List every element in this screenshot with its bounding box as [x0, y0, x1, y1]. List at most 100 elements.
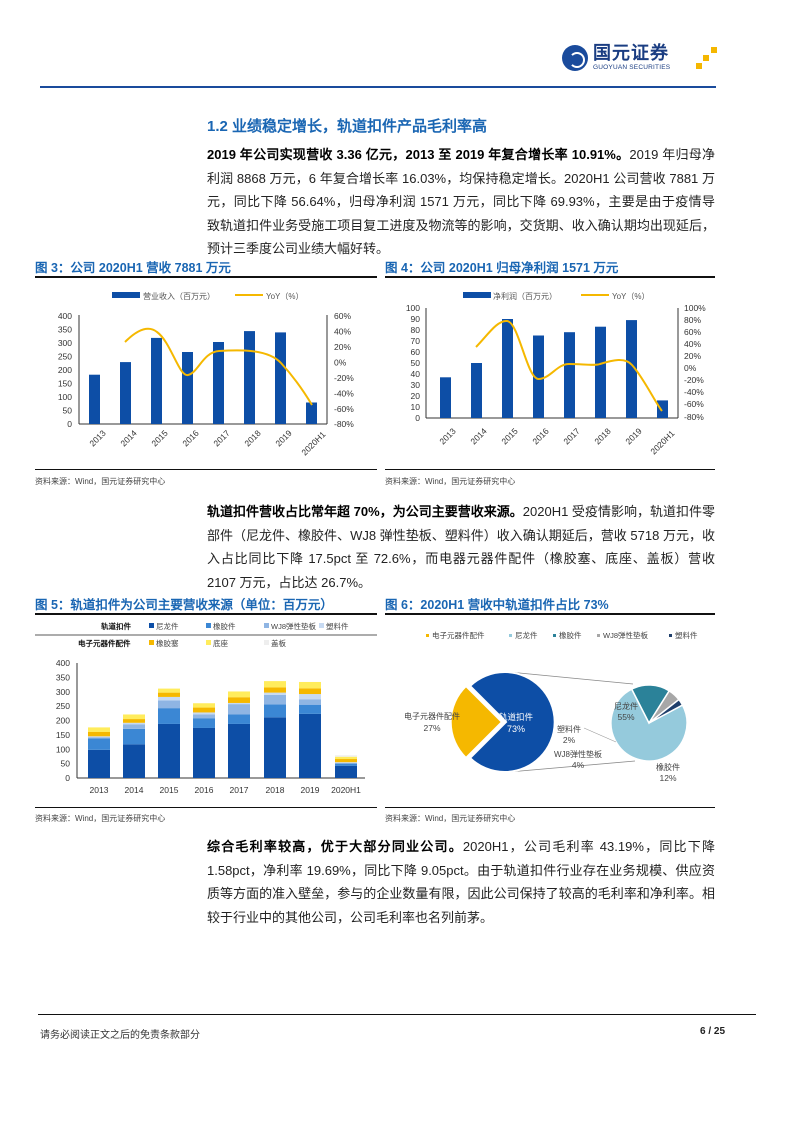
svg-text:尼龙件: 尼龙件: [156, 621, 179, 631]
logo-mark-icon: [562, 44, 588, 71]
svg-text:2015: 2015: [499, 426, 520, 447]
svg-text:12%: 12%: [659, 773, 676, 783]
logo-square-icon: [696, 63, 702, 69]
svg-text:净利润（百万元）: 净利润（百万元）: [493, 291, 557, 301]
svg-text:0%: 0%: [684, 363, 697, 373]
svg-text:2017: 2017: [230, 785, 249, 795]
svg-text:2019: 2019: [301, 785, 320, 795]
svg-text:60%: 60%: [684, 327, 701, 337]
svg-text:2015: 2015: [160, 785, 179, 795]
svg-text:底座: 底座: [213, 638, 228, 648]
svg-text:2017: 2017: [561, 426, 582, 447]
svg-text:400: 400: [58, 311, 72, 321]
svg-text:100: 100: [58, 392, 72, 402]
svg-text:2020H1: 2020H1: [299, 429, 327, 457]
stacked-bars: [88, 681, 357, 778]
logo-square-icon: [711, 47, 717, 53]
svg-text:150: 150: [58, 379, 72, 389]
svg-text:150: 150: [56, 730, 70, 740]
svg-text:2013: 2013: [90, 785, 109, 795]
svg-text:塑料件: 塑料件: [675, 630, 698, 640]
paragraph-margin: 综合毛利率较高，优于大部分同业公司。2020H1，公司毛利率 43.19%，同比…: [207, 835, 715, 929]
paragraph-body: 2020H1，公司毛利率 43.19%，同比下降 1.58pct，净利率 19.…: [207, 839, 715, 925]
svg-text:50: 50: [61, 759, 71, 769]
svg-text:YoY（%）: YoY（%）: [266, 292, 304, 301]
svg-text:350: 350: [56, 672, 70, 682]
svg-text:2020H1: 2020H1: [331, 785, 361, 795]
figure-divider: [35, 276, 377, 278]
svg-text:-40%: -40%: [334, 389, 354, 399]
svg-text:电子元器件配件: 电子元器件配件: [432, 630, 485, 640]
svg-text:40: 40: [411, 369, 421, 379]
svg-text:60: 60: [411, 347, 421, 357]
figure-6-pie-chart: 电子元器件配件 尼龙件 橡胶件 WJ8弹性垫板 塑料件 轨道扣件 73% 电子元…: [404, 630, 698, 783]
svg-text:60%: 60%: [334, 311, 351, 321]
figure-divider: [385, 807, 715, 808]
logo-square-icon: [703, 55, 709, 61]
svg-text:0: 0: [65, 773, 70, 783]
svg-text:-80%: -80%: [684, 412, 704, 422]
svg-text:2015: 2015: [149, 428, 170, 449]
svg-text:80: 80: [411, 325, 421, 335]
brand-name-en: GUOYUAN SECURITIES: [593, 64, 671, 71]
svg-text:0: 0: [67, 419, 72, 429]
paragraph-revenue-mix: 轨道扣件营收占比常年超 70%，为公司主要营收来源。2020H1 受疫情影响，轨…: [207, 500, 715, 594]
svg-text:-20%: -20%: [334, 373, 354, 383]
paragraph-lead: 2019 年公司实现营收 3.36 亿元，2013 至 2019 年复合增长率 …: [207, 147, 630, 162]
svg-text:10: 10: [411, 402, 421, 412]
svg-text:尼龙件: 尼龙件: [515, 630, 538, 640]
svg-text:100: 100: [56, 744, 70, 754]
svg-text:40%: 40%: [334, 327, 351, 337]
paragraph-lead: 轨道扣件营收占比常年超 70%，为公司主要营收来源。: [207, 504, 523, 519]
paragraph-body: 2020H1 受疫情影响，轨道扣件零部件（尼龙件、橡胶件、WJ8 弹性垫板、塑料…: [207, 504, 715, 590]
figure-divider: [35, 469, 377, 470]
svg-text:2018: 2018: [242, 428, 263, 449]
svg-text:-60%: -60%: [684, 399, 704, 409]
svg-text:2019: 2019: [273, 428, 294, 449]
svg-text:2016: 2016: [180, 428, 201, 449]
svg-text:WJ8弹性垫板: WJ8弹性垫板: [554, 749, 602, 759]
svg-text:塑料件: 塑料件: [557, 724, 581, 734]
svg-text:300: 300: [58, 338, 72, 348]
svg-text:4%: 4%: [572, 760, 585, 770]
svg-text:2014: 2014: [118, 428, 139, 449]
figure-4-title: 图 4：公司 2020H1 归母净利润 1571 万元: [385, 261, 619, 275]
svg-text:塑料件: 塑料件: [326, 621, 349, 631]
svg-text:200: 200: [56, 716, 70, 726]
svg-text:0: 0: [415, 413, 420, 423]
svg-text:200: 200: [58, 365, 72, 375]
svg-text:90: 90: [411, 314, 421, 324]
svg-text:2014: 2014: [468, 426, 489, 447]
svg-text:尼龙件: 尼龙件: [614, 701, 638, 711]
figure-3-revenue-chart: 营业收入（百万元） YoY（%） 400 350 300 250 200 150 100 50…: [58, 291, 354, 457]
svg-text:350: 350: [58, 325, 72, 335]
svg-text:YoY（%）: YoY（%）: [612, 292, 650, 301]
svg-text:橡胶件: 橡胶件: [559, 630, 582, 640]
figure-divider: [385, 276, 715, 278]
svg-text:2020H1: 2020H1: [648, 428, 676, 456]
svg-text:2016: 2016: [195, 785, 214, 795]
svg-text:电子元器件配件: 电子元器件配件: [78, 638, 131, 648]
svg-text:2019: 2019: [623, 426, 644, 447]
svg-text:70: 70: [411, 336, 421, 346]
figure-divider: [385, 469, 715, 470]
svg-text:2014: 2014: [125, 785, 144, 795]
figure-5-source: 资料来源：Wind，国元证券研究中心: [35, 814, 166, 823]
svg-text:20: 20: [411, 391, 421, 401]
figure-6-title: 图 6：2020H1 营收中轨道扣件占比 73%: [385, 598, 609, 612]
svg-text:27%: 27%: [423, 723, 440, 733]
figure-3-source: 资料来源：Wind，国元证券研究中心: [35, 477, 166, 486]
sub-pie: [610, 684, 688, 762]
svg-text:2018: 2018: [266, 785, 285, 795]
svg-text:400: 400: [56, 658, 70, 668]
svg-text:100%: 100%: [684, 303, 706, 313]
svg-text:300: 300: [56, 687, 70, 697]
paragraph-body: 2019 年归母净利润 8868 万元，6 年复合增长率 16.03%，均保持稳…: [207, 147, 715, 256]
page-number: 6 / 25: [700, 1026, 726, 1037]
svg-text:2013: 2013: [437, 426, 458, 447]
svg-text:营业收入（百万元）: 营业收入（百万元）: [143, 291, 215, 301]
svg-text:100: 100: [406, 303, 420, 313]
figure-divider: [35, 807, 377, 808]
svg-text:20%: 20%: [334, 342, 351, 352]
